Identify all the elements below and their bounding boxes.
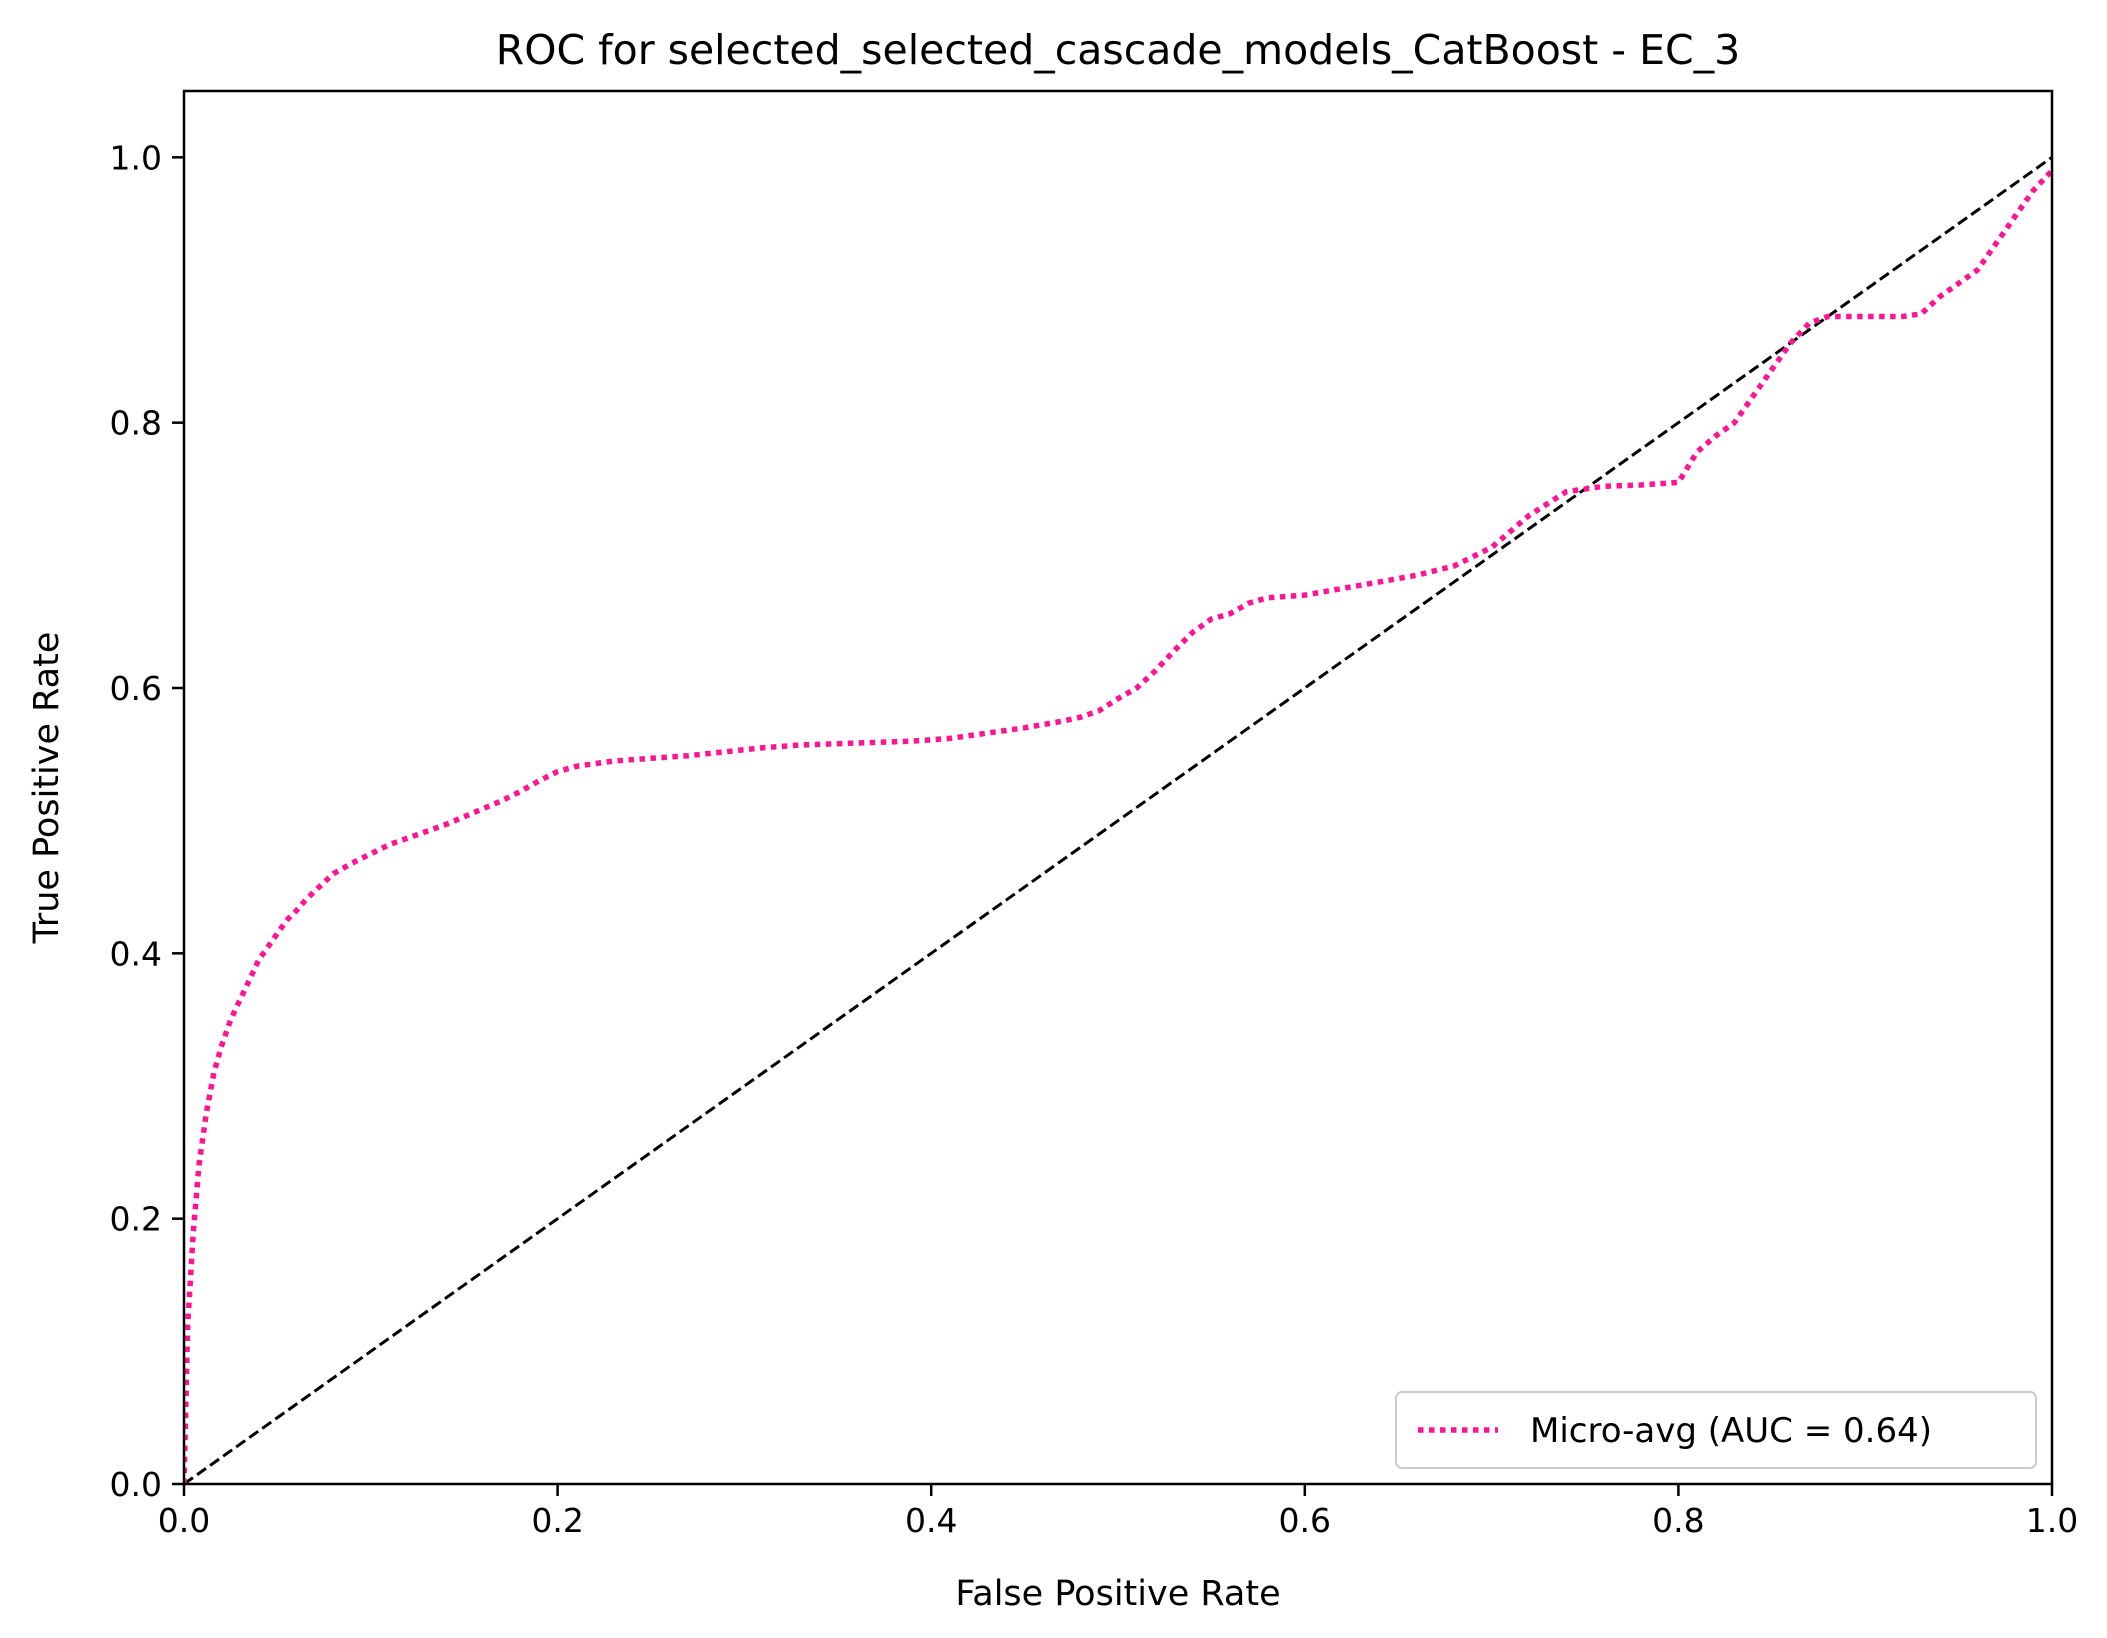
y-tick-label: 0.4	[110, 934, 162, 973]
chart-title: ROC for selected_selected_cascade_models…	[496, 26, 1740, 74]
legend-box	[1395, 1391, 2037, 1469]
legend-label: Micro-avg (AUC = 0.64)	[1530, 1411, 1932, 1451]
y-axis-label: True Positive Rate	[27, 632, 67, 945]
x-tick-label: 0.8	[1652, 1501, 1704, 1540]
x-tick-label: 1.0	[2026, 1501, 2078, 1540]
x-axis-label: False Positive Rate	[955, 1574, 1280, 1614]
plot-frame	[182, 89, 2054, 1486]
roc-curve-micro-avg	[184, 168, 2052, 1484]
y-tick-label: 0.0	[110, 1465, 162, 1504]
legend: Micro-avg (AUC = 0.64)	[1395, 1391, 2037, 1469]
x-tick-label: 0.0	[158, 1501, 210, 1540]
y-tick-label: 1.0	[110, 138, 162, 177]
y-tick-label: 0.8	[110, 404, 162, 443]
x-tick-label: 0.2	[531, 1501, 583, 1540]
y-tick-label: 0.2	[110, 1200, 162, 1239]
x-axis: 0.0 0.2 0.4 0.6 0.8 1.0	[158, 1484, 2078, 1540]
x-tick-label: 0.4	[905, 1501, 957, 1540]
chance-diagonal-line	[184, 156, 2052, 1484]
plot-area	[182, 89, 2054, 1486]
x-tick-label: 0.6	[1279, 1501, 1331, 1540]
y-axis: 0.0 0.2 0.4 0.6 0.8 1.0	[110, 138, 184, 1504]
y-tick-label: 0.6	[110, 669, 162, 708]
